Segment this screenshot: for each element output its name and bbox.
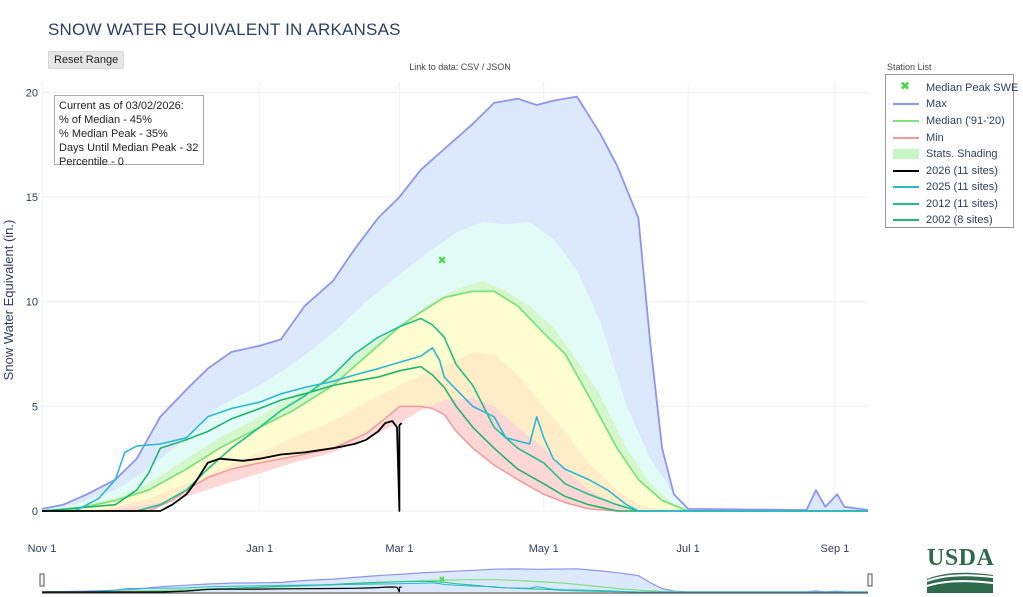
legend-label: Median Peak SWE bbox=[926, 82, 1019, 94]
y-axis-label: Snow Water Equivalent (in.) bbox=[1, 220, 16, 381]
info-line: % Median Peak - 35% bbox=[59, 128, 168, 140]
legend-item-median[interactable]: Median ('91-'20) bbox=[892, 114, 1005, 128]
x-tick-label: Jan 1 bbox=[246, 543, 273, 555]
info-line: % of Median - 45% bbox=[59, 114, 152, 126]
box-swatch-icon bbox=[892, 147, 920, 161]
range-slider-right-handle[interactable] bbox=[867, 573, 873, 587]
legend-label: Max bbox=[926, 98, 947, 110]
legend-item-2026[interactable]: 2026 (11 sites) bbox=[892, 164, 998, 178]
usda-fields-icon bbox=[926, 572, 994, 593]
series-2002-line bbox=[41, 365, 868, 512]
band-p10-min bbox=[42, 398, 868, 511]
legend-item-2025[interactable]: 2025 (11 sites) bbox=[892, 180, 998, 194]
usda-logo: USDA bbox=[921, 545, 997, 593]
legend-item-max[interactable]: Max bbox=[892, 97, 947, 111]
range-slider-line bbox=[42, 586, 402, 593]
x-tick-label: May 1 bbox=[529, 543, 559, 555]
series-2012-line bbox=[42, 317, 868, 512]
legend-label: Stats. Shading bbox=[926, 148, 998, 160]
legend: ✖ Median Peak SWE Max Median ('91-'20) M… bbox=[885, 74, 1018, 228]
y-tick-label: 20 bbox=[26, 87, 38, 99]
line-swatch-icon bbox=[892, 213, 920, 227]
legend-item-median-peak[interactable]: ✖ Median Peak SWE bbox=[892, 79, 1019, 95]
x-tick-label: Mar 1 bbox=[385, 543, 413, 555]
line-swatch-icon bbox=[892, 164, 920, 178]
legend-title: Station List bbox=[887, 62, 932, 72]
legend-item-min[interactable]: Min bbox=[892, 131, 944, 145]
range-slider-line bbox=[42, 582, 868, 593]
y-tick-label: 5 bbox=[32, 401, 38, 413]
x-tick-label: Jul 1 bbox=[677, 543, 700, 555]
series-median-line bbox=[41, 290, 868, 512]
line-swatch-icon bbox=[892, 97, 920, 111]
range-slider-left-handle[interactable] bbox=[39, 573, 45, 587]
line-swatch-icon bbox=[892, 131, 920, 145]
range-slider-line bbox=[41, 579, 868, 593]
info-line: Current as of 03/02/2026: bbox=[59, 100, 184, 112]
chart-title: SNOW WATER EQUIVALENT IN ARKANSAS bbox=[48, 20, 401, 39]
series-max-line bbox=[41, 95, 869, 511]
band-median-p30 bbox=[42, 291, 868, 511]
line-swatch-icon bbox=[892, 114, 920, 128]
stats-shading bbox=[42, 96, 868, 511]
line-swatch-icon bbox=[892, 197, 920, 211]
series-2025-line bbox=[42, 347, 868, 512]
axis-ticks: 0 5 10 15 20 Nov 1 Jan 1 Mar 1 May 1 Jul 1 Sep 1 bbox=[26, 87, 849, 555]
data-link[interactable]: Link to data: CSV / JSON bbox=[409, 62, 511, 72]
info-line: Days Until Median Peak - 32 bbox=[59, 142, 199, 154]
legend-label: Median ('91-'20) bbox=[926, 115, 1005, 127]
legend-label: 2025 (11 sites) bbox=[926, 181, 998, 193]
legend-label: 2012 (11 sites) bbox=[926, 198, 998, 210]
line-swatch-icon bbox=[892, 180, 920, 194]
status-info-box: Current as of 03/02/2026: % of Median - … bbox=[54, 95, 204, 168]
legend-item-stats-shading[interactable]: Stats. Shading bbox=[892, 147, 998, 161]
median-peak-marker: ✖ bbox=[437, 255, 446, 267]
series-2026-line bbox=[42, 420, 403, 512]
legend-item-2002[interactable]: 2002 (8 sites) bbox=[892, 213, 993, 227]
reset-range-button[interactable]: Reset Range bbox=[48, 51, 125, 69]
legend-item-2012[interactable]: 2012 (11 sites) bbox=[892, 197, 998, 211]
y-tick-label: 0 bbox=[32, 506, 38, 518]
range-slider-peak-marker: ✖ bbox=[439, 575, 446, 584]
x-marker-icon: ✖ bbox=[900, 79, 911, 93]
legend-label: Min bbox=[926, 132, 944, 144]
x-tick-label: Sep 1 bbox=[820, 543, 849, 555]
band-max-p90 bbox=[42, 96, 868, 511]
info-line: Percentile - 0 bbox=[59, 156, 124, 168]
series-lines: ✖ bbox=[41, 95, 869, 512]
band-p90-p70 bbox=[42, 222, 868, 511]
legend-label: 2026 (11 sites) bbox=[926, 165, 998, 177]
x-tick-label: Nov 1 bbox=[28, 543, 57, 555]
y-tick-label: 15 bbox=[26, 192, 38, 204]
legend-label: 2002 (8 sites) bbox=[926, 214, 993, 226]
range-slider[interactable]: ✖ bbox=[39, 568, 873, 594]
usda-logo-text: USDA bbox=[927, 545, 995, 571]
series-min-line bbox=[42, 405, 868, 512]
y-tick-label: 10 bbox=[26, 297, 38, 309]
